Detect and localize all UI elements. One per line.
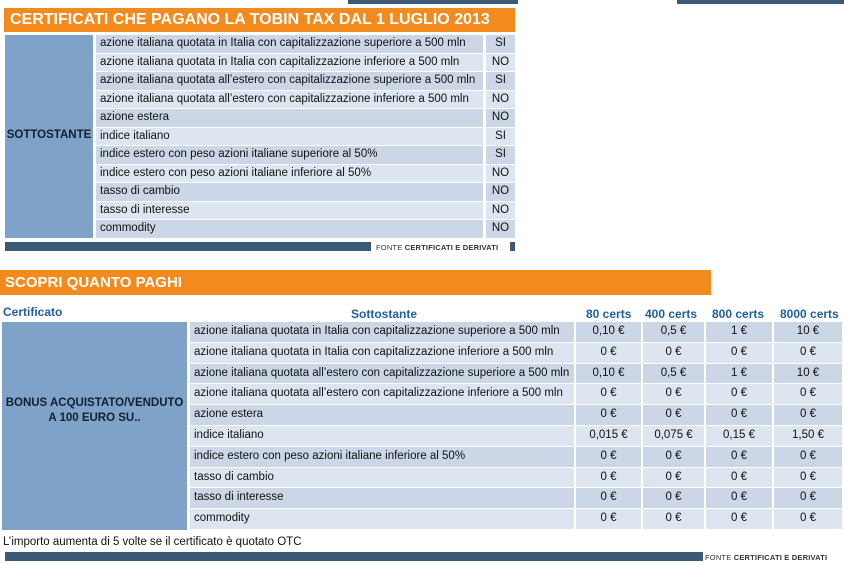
table1-footer-bar-end [510,242,515,251]
table1-group-cell: SOTTOSTANTE [5,35,93,238]
table2-cell-value: 0 € [576,446,641,467]
table1-row-label: indice estero con peso azioni italiane s… [96,146,483,164]
top-accent-line [348,0,518,4]
table1-row-value: NO [486,109,515,127]
table2-cell-value: 0 € [774,509,842,529]
table2-cell-value: 0,015 € [576,426,641,446]
table1-row-label: indice estero con peso azioni italiane i… [96,164,483,182]
table2-cell-value: 0 € [706,467,772,488]
table2-cell-value: 0 € [774,467,842,488]
table1-row-value: NO [486,220,515,238]
table2-cell-value: 0 € [774,342,842,363]
table2-cell-value: 0 € [576,509,641,529]
table1-row-label: commodity [96,220,483,238]
table1-row-value: NO [486,183,515,201]
table2-cell-value: 10 € [774,363,842,384]
table2-cell-value: 0 € [643,509,704,529]
table2-cell-value: 0 € [706,405,772,425]
table2-cell-value: 0,10 € [576,363,641,384]
table2-cell-value: 0,075 € [643,426,704,446]
table1-row-value: NO [486,164,515,182]
table2-title: SCOPRI QUANTO PAGHI [0,270,711,295]
table2-cell-value: 0 € [706,488,772,509]
table1-row-label: azione estera [96,109,483,127]
table1-row-value: SI [486,146,515,164]
table1-row-value: SI [486,72,515,90]
table1-row-label: azione italiana quotata in Italia con ca… [96,35,483,53]
table2-group-label: BONUS ACQUISTATO/VENDUTO A 100 EURO SU.. [5,397,184,424]
top-accent-line-right [677,0,844,4]
table2-row-label: azione italiana quotata in Italia con ca… [190,342,574,363]
table1-row-label: tasso di cambio [96,183,483,201]
footnote-otc: L’importo aumenta di 5 volte se il certi… [3,536,302,548]
table2-cell-value: 0,5 € [643,322,704,342]
table2-cell-value: 0 € [706,342,772,363]
table2-cell-value: 0 € [576,384,641,405]
table1-footer-bar [5,242,371,251]
table2-cell-value: 1 € [706,363,772,384]
table2-cell-value: 0 € [643,405,704,425]
table2-cell-value: 0 € [706,509,772,529]
table2-cell-value: 1 € [706,322,772,342]
table2-cell-value: 0 € [576,467,641,488]
table2-row-label: azione estera [190,405,574,425]
table2-cell-value: 0 € [706,446,772,467]
table1-group-label: SOTTOSTANTE [6,129,92,141]
table1-row-value: NO [486,53,515,71]
table2-cell-value: 0 € [643,488,704,509]
table2-cell-value: 0 € [774,446,842,467]
table1-title: CERTIFICATI CHE PAGANO LA TOBIN TAX DAL … [4,8,515,32]
table2-row-label: commodity [190,509,574,529]
table1-row-value: NO [486,201,515,219]
table2-row-label: azione italiana quotata in Italia con ca… [190,322,574,342]
table2-footer-bar [5,552,703,561]
table1-source: FONTE CERTIFICATI E DERIVATI [376,243,499,252]
header-800-certs: 800 certs [712,307,765,321]
header-400-certs: 400 certs [645,307,698,321]
table2-cell-value: 0 € [774,488,842,509]
table2-row-label: tasso di interesse [190,488,574,509]
header-8000-certs: 8000 certs [780,307,839,321]
table2-row-label: azione italiana quotata all’estero con c… [190,363,574,384]
table2-cell-value: 0 € [706,384,772,405]
table2-row-label: indice italiano [190,426,574,446]
table2-cell-value: 0 € [774,405,842,425]
table2-cell-value: 0 € [643,384,704,405]
table2-row-label: indice estero con peso azioni italiane i… [190,446,574,467]
table2-cell-value: 1,50 € [774,426,842,446]
table2-row-label: tasso di cambio [190,467,574,488]
table2-cell-value: 0 € [643,342,704,363]
table2-row-label: azione italiana quotata all’estero con c… [190,384,574,405]
table2-group-cell: BONUS ACQUISTATO/VENDUTO A 100 EURO SU.. [2,322,187,530]
table1-row-value: SI [486,35,515,53]
header-sottostante: Sottostante [351,307,417,321]
table2-cell-value: 0 € [576,405,641,425]
table2-cell-value: 0 € [576,342,641,363]
table1-row-label: tasso di interesse [96,201,483,219]
table2-cell-value: 0,10 € [576,322,641,342]
table1-row-label: azione italiana quotata all’estero con c… [96,90,483,108]
table2-cell-value: 0 € [643,467,704,488]
header-80-certs: 80 certs [586,307,632,321]
header-certificato: Certificato [3,305,63,319]
table2-cell-value: 0 € [576,488,641,509]
table2-cell-value: 0,5 € [643,363,704,384]
table2-cell-value: 10 € [774,322,842,342]
table1-row-label: azione italiana quotata in Italia con ca… [96,53,483,71]
table2-source: FONTE CERTIFICATI E DERIVATI [705,553,828,562]
table1-row-label: indice italiano [96,127,483,145]
table2-cell-value: 0,15 € [706,426,772,446]
table1-row-value: SI [486,127,515,145]
table2-cell-value: 0 € [643,446,704,467]
table1-row-label: azione italiana quotata all’estero con c… [96,72,483,90]
table1-row-value: NO [486,90,515,108]
table2-cell-value: 0 € [774,384,842,405]
